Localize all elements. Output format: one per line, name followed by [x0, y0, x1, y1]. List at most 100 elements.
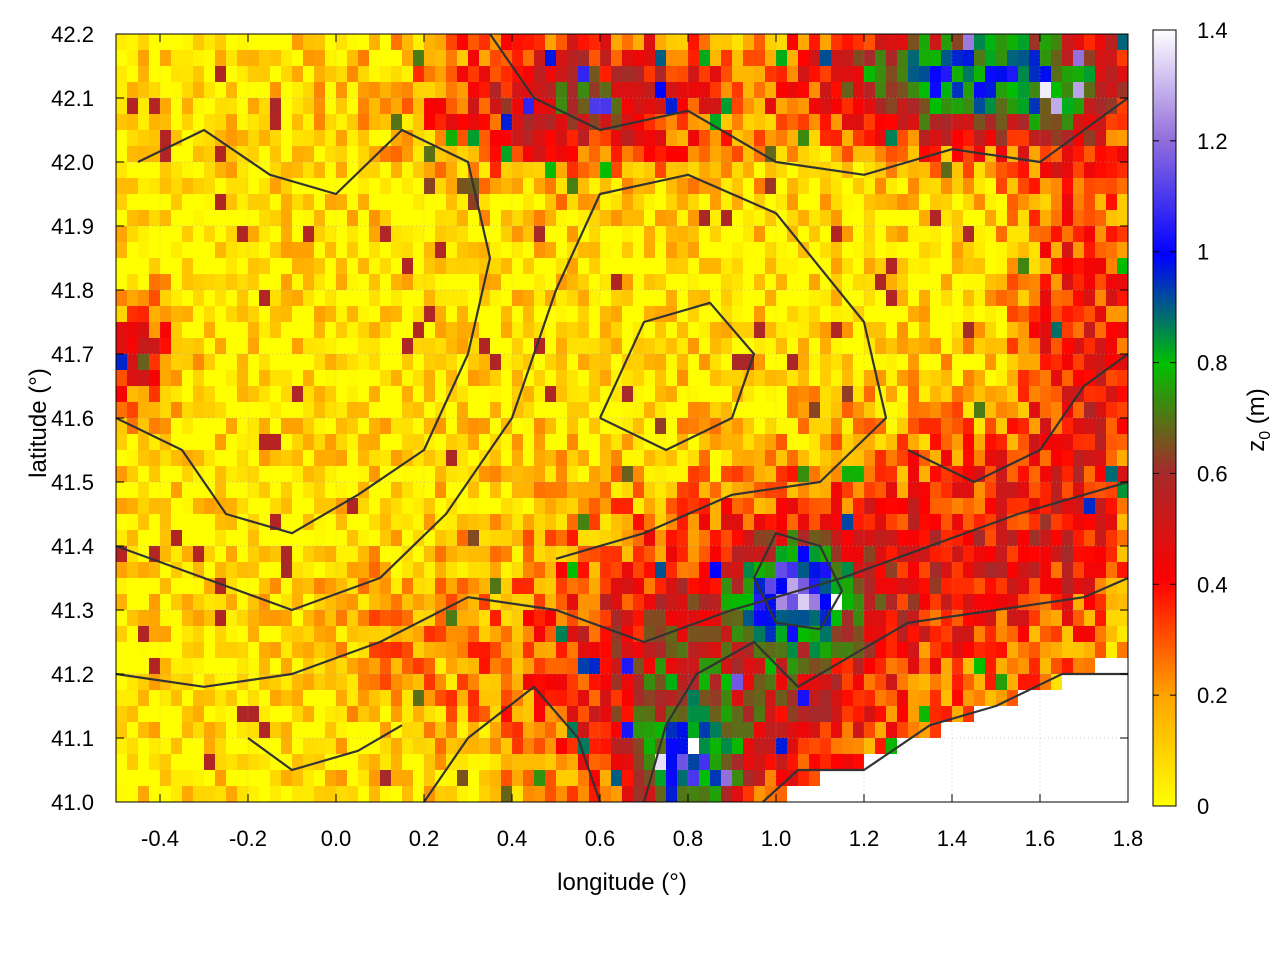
heatmap-cell: [886, 594, 898, 611]
heatmap-cell: [732, 546, 744, 563]
heatmap-cell: [611, 82, 623, 99]
heatmap-cell: [160, 82, 172, 99]
heatmap-cell: [743, 434, 755, 451]
heatmap-cell: [963, 226, 975, 243]
heatmap-cell: [655, 786, 667, 802]
heatmap-cell: [226, 482, 238, 499]
heatmap-cell: [468, 610, 480, 627]
heatmap-cell: [578, 434, 590, 451]
heatmap-cell: [721, 162, 733, 179]
heatmap-cell: [248, 258, 260, 275]
heatmap-cell: [842, 738, 854, 755]
heatmap-cell: [193, 210, 205, 227]
heatmap-cell: [886, 146, 898, 163]
heatmap-cell: [952, 82, 964, 99]
heatmap-cell: [1095, 434, 1107, 451]
heatmap-cell: [776, 322, 788, 339]
heatmap-cell: [303, 242, 315, 259]
heatmap-cell-nodata: [1073, 786, 1085, 802]
heatmap-cell: [622, 610, 634, 627]
heatmap-cell: [490, 626, 502, 643]
heatmap-cell: [886, 530, 898, 547]
heatmap-cell: [237, 354, 249, 371]
heatmap-cell: [600, 34, 612, 51]
heatmap-cell: [611, 498, 623, 515]
heatmap-cell: [644, 370, 656, 387]
heatmap-cell: [446, 658, 458, 675]
heatmap-cell: [237, 514, 249, 531]
heatmap-cell: [534, 130, 546, 147]
heatmap-cell: [468, 338, 480, 355]
heatmap-cell: [127, 354, 139, 371]
heatmap-cell: [666, 514, 678, 531]
heatmap-cell: [721, 530, 733, 547]
heatmap-cell: [809, 322, 821, 339]
heatmap-cell: [589, 370, 601, 387]
heatmap-cell: [457, 34, 469, 51]
heatmap-cell: [369, 98, 381, 115]
heatmap-cell: [1051, 338, 1063, 355]
heatmap-cell: [413, 770, 425, 787]
heatmap-cell: [270, 738, 282, 755]
heatmap-cell: [787, 34, 799, 51]
heatmap-cell: [380, 338, 392, 355]
heatmap-cell: [226, 658, 238, 675]
heatmap-cell: [798, 258, 810, 275]
heatmap-cell: [622, 306, 634, 323]
heatmap-cell: [215, 690, 227, 707]
heatmap-cell: [732, 194, 744, 211]
heatmap-cell: [908, 530, 920, 547]
heatmap-cell: [875, 498, 887, 515]
heatmap-cell: [501, 322, 513, 339]
heatmap-cell: [270, 354, 282, 371]
heatmap-cell: [259, 610, 271, 627]
heatmap-cell: [985, 546, 997, 563]
heatmap-cell: [435, 786, 447, 802]
heatmap-cell: [446, 114, 458, 131]
heatmap-cell: [402, 626, 414, 643]
heatmap-cell: [710, 642, 722, 659]
heatmap-cell: [919, 402, 931, 419]
heatmap-cell: [303, 770, 315, 787]
heatmap-cell: [721, 146, 733, 163]
heatmap-cell: [457, 210, 469, 227]
heatmap-cell-nodata: [952, 754, 964, 771]
heatmap-cell: [963, 386, 975, 403]
heatmap-cell: [545, 242, 557, 259]
heatmap-cell: [666, 82, 678, 99]
heatmap-cell: [1073, 50, 1085, 67]
heatmap-cell: [732, 114, 744, 131]
heatmap-cell: [567, 338, 579, 355]
heatmap-cell: [402, 66, 414, 83]
heatmap-cell: [820, 194, 832, 211]
heatmap-cell: [358, 514, 370, 531]
heatmap-cell: [534, 322, 546, 339]
heatmap-cell-nodata: [952, 770, 964, 787]
heatmap-cell: [809, 610, 821, 627]
heatmap-cell-nodata: [798, 786, 810, 802]
heatmap-cell: [292, 530, 304, 547]
heatmap-cell-nodata: [1051, 786, 1063, 802]
heatmap-cell: [644, 98, 656, 115]
heatmap-cell: [391, 114, 403, 131]
heatmap-cell: [226, 610, 238, 627]
heatmap-cell-nodata: [1051, 706, 1063, 723]
heatmap-cell: [1073, 82, 1085, 99]
heatmap-cell: [1051, 274, 1063, 291]
heatmap-cell: [424, 642, 436, 659]
heatmap-cell: [919, 306, 931, 323]
heatmap-cell: [787, 626, 799, 643]
heatmap-cell: [919, 178, 931, 195]
heatmap-cell-nodata: [1117, 722, 1128, 739]
heatmap-cell: [1051, 642, 1063, 659]
heatmap-cell: [820, 434, 832, 451]
heatmap-cell: [1073, 162, 1085, 179]
heatmap-cell: [413, 418, 425, 435]
heatmap-cell: [1095, 466, 1107, 483]
heatmap-cell: [446, 274, 458, 291]
heatmap-cell: [765, 338, 777, 355]
heatmap-cell: [413, 530, 425, 547]
heatmap-cell: [677, 258, 689, 275]
heatmap-cell: [688, 482, 700, 499]
heatmap-cell: [996, 594, 1008, 611]
